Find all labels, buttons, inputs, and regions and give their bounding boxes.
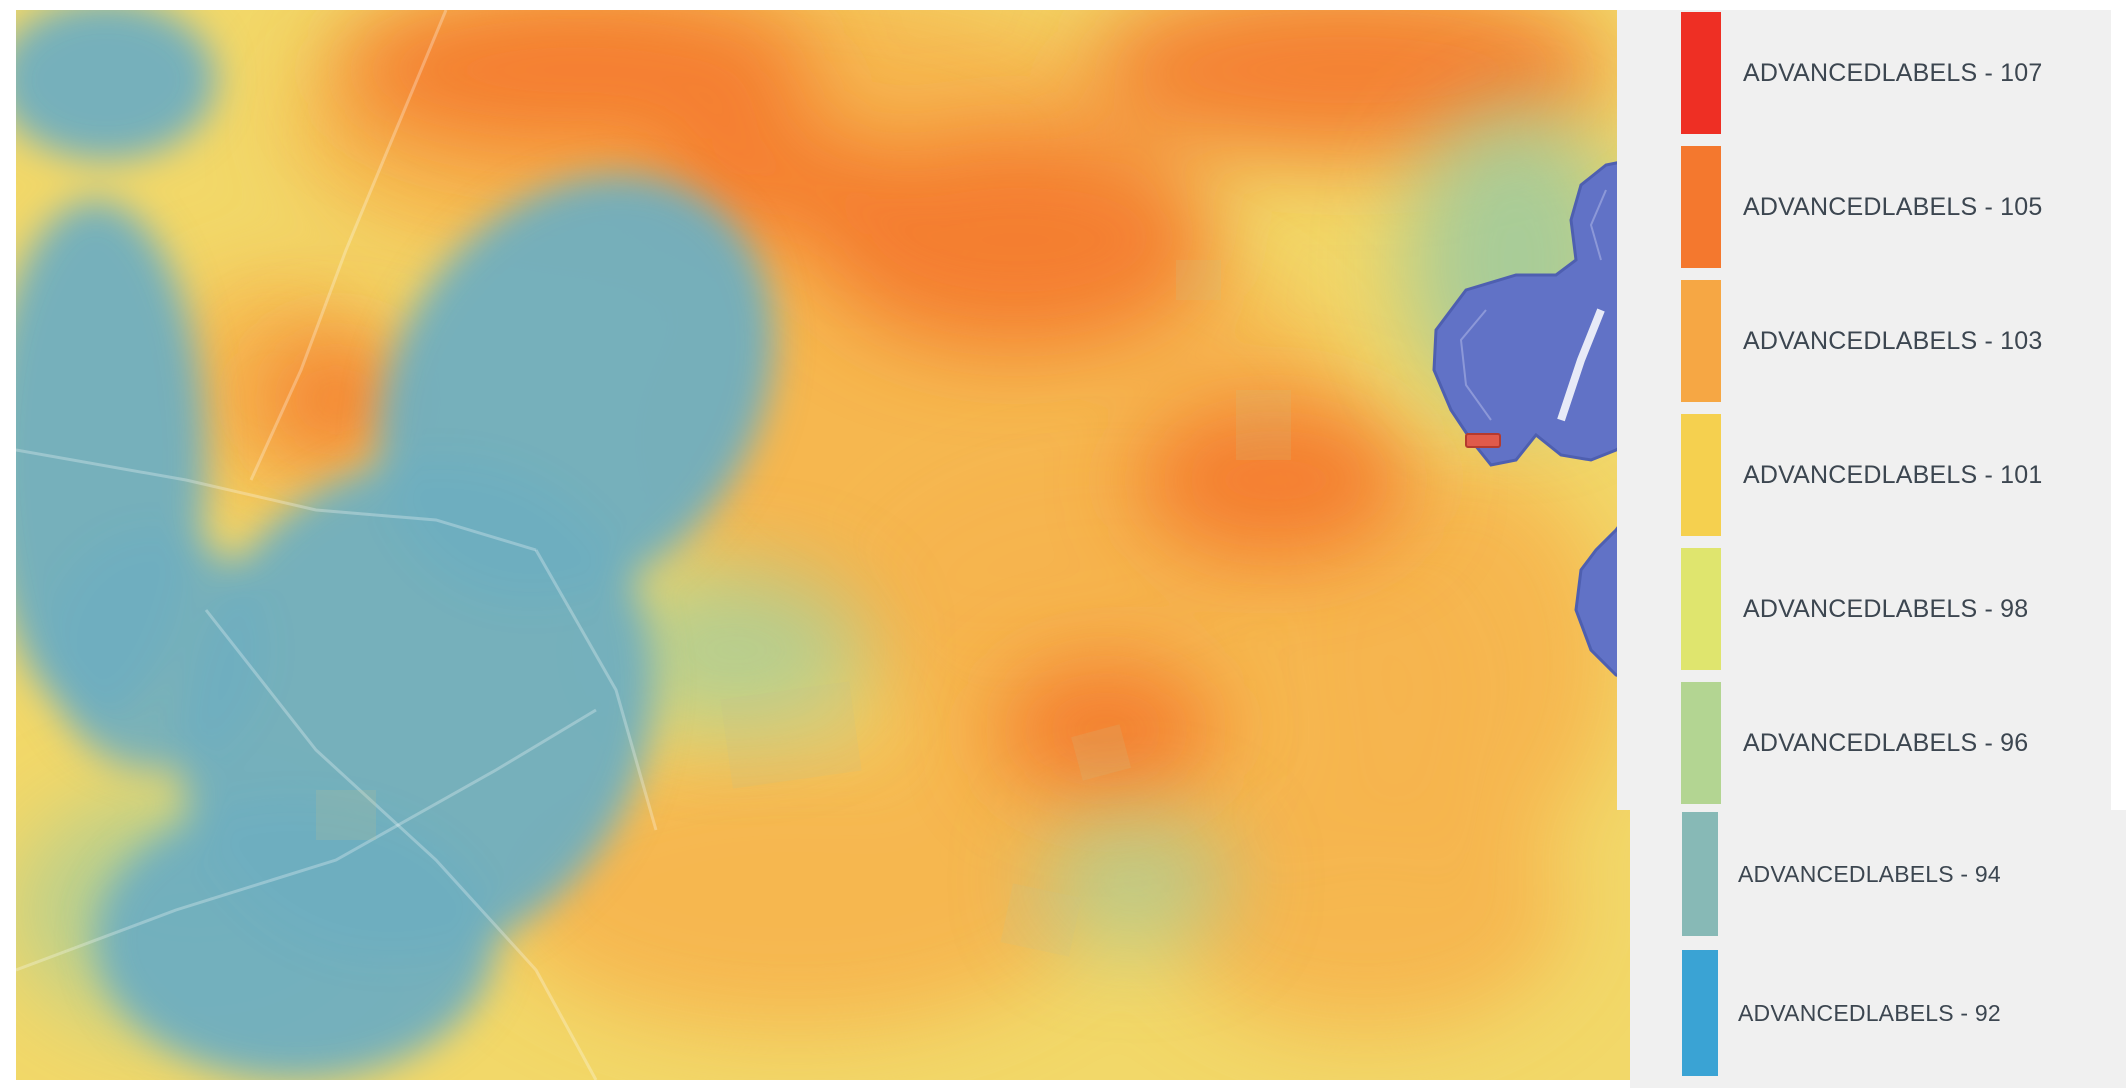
heat-layer-hot [266,10,1606,800]
legend-swatch [1682,812,1718,936]
heat-blob-cold [46,530,266,770]
heat-blob-warm [496,750,1096,1030]
heat-blob-hot [996,660,1216,800]
heat-blob-cool [606,570,866,730]
heatmap-map[interactable] [16,10,1631,1080]
legend-swatch [1681,12,1721,134]
legend-item[interactable]: ADVANCEDLABELS - 92 [1682,950,2001,1076]
heat-layer-cold [16,10,774,1080]
legend-item[interactable]: ADVANCEDLABELS - 98 [1681,548,2028,670]
heat-blob-cold [96,800,496,1080]
legend-panel-lower: ADVANCEDLABELS - 94 ADVANCEDLABELS - 92 [1630,810,2126,1088]
field-parcels [316,260,1291,957]
legend-label: ADVANCEDLABELS - 105 [1743,192,2043,221]
heat-blob-hot [816,130,1216,350]
heat-blob-hot [1136,400,1416,560]
legend-panel-upper: ADVANCEDLABELS - 107 ADVANCEDLABELS - 105… [1617,10,2111,810]
legend-label: ADVANCEDLABELS - 96 [1743,728,2029,757]
legend-swatch [1681,414,1721,536]
legend-item[interactable]: ADVANCEDLABELS - 107 [1681,12,2043,134]
legend-swatch [1681,280,1721,402]
heat-blob-warm [848,455,1484,865]
heat-blob-hot [266,340,406,460]
location-marker[interactable] [1465,433,1501,448]
legend-label: ADVANCEDLABELS - 98 [1743,594,2029,623]
road-lines [16,10,658,1080]
legend-swatch [1681,146,1721,268]
legend-item[interactable]: ADVANCEDLABELS - 94 [1682,812,2001,936]
legend-item[interactable]: ADVANCEDLABELS - 96 [1681,682,2028,804]
legend-swatch [1681,548,1721,670]
legend-item[interactable]: ADVANCEDLABELS - 101 [1681,414,2043,536]
heat-blob-cool [1036,810,1236,950]
heat-blob-hot [336,10,816,150]
legend-item[interactable]: ADVANCEDLABELS - 103 [1681,280,2043,402]
heat-blob-warm [1316,460,1616,860]
legend-label: ADVANCEDLABELS - 101 [1743,460,2043,489]
legend-label: ADVANCEDLABELS - 103 [1743,326,2043,355]
legend-label: ADVANCEDLABELS - 92 [1738,999,2001,1026]
legend-label: ADVANCEDLABELS - 94 [1738,860,2001,887]
legend-item[interactable]: ADVANCEDLABELS - 105 [1681,146,2043,268]
heat-blob-cold [16,10,216,160]
heatmap-canvas[interactable] [16,10,1631,1080]
legend-label: ADVANCEDLABELS - 107 [1743,58,2043,87]
legend-swatch [1682,950,1718,1076]
legend-swatch [1681,682,1721,804]
